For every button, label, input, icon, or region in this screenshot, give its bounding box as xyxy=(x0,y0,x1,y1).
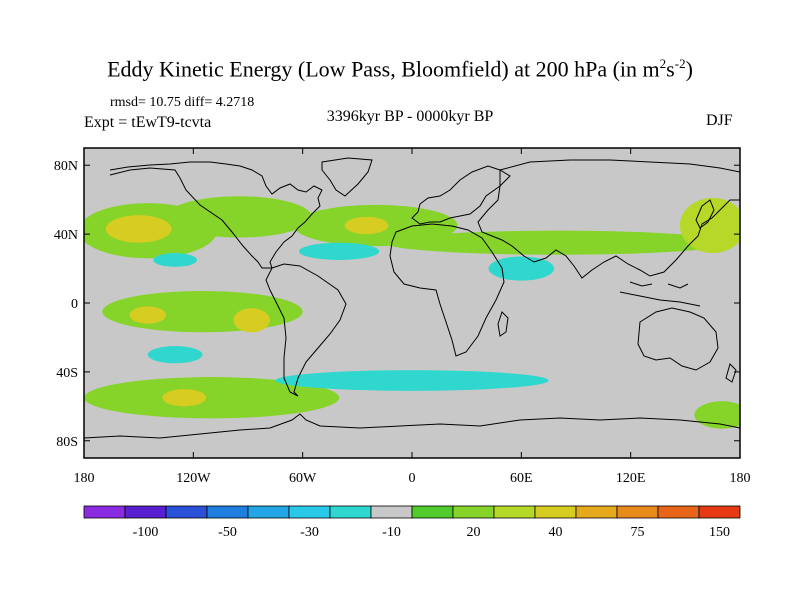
colorbar-label: 20 xyxy=(467,525,481,540)
y-axis: 80N 40N 0 40S 80S xyxy=(54,159,740,450)
colorbar-swatch xyxy=(534,505,577,519)
coast-africa xyxy=(389,223,505,357)
stats-text: rmsd= 10.75 diff= 4.2718 xyxy=(110,95,255,110)
coast-south-america xyxy=(265,263,347,397)
coastlines xyxy=(84,157,740,439)
map-title: Eddy Kinetic Energy (Low Pass, Bloomfiel… xyxy=(107,56,693,82)
anomaly-region xyxy=(694,401,740,429)
colorbar-swatch xyxy=(329,505,372,519)
colorbar-swatch xyxy=(698,505,741,519)
y-tick-label: 40N xyxy=(54,228,78,243)
y-tick-label: 80S xyxy=(56,435,78,450)
x-tick-label: 180 xyxy=(730,471,751,486)
map-plot-area xyxy=(83,147,741,459)
x-tick-label: 120W xyxy=(176,471,211,486)
x-tick-label: 120E xyxy=(616,471,646,486)
anomaly-region xyxy=(147,346,203,364)
anomaly-region xyxy=(129,306,166,324)
colorbar-swatch xyxy=(370,505,413,519)
experiment-label: Expt = tEwT9-tcvta xyxy=(84,114,212,131)
coast-asia xyxy=(477,159,740,279)
anomaly-region xyxy=(299,242,380,260)
anomaly-region xyxy=(166,196,312,238)
anomaly-region xyxy=(153,253,197,267)
coast-antarctica xyxy=(84,413,740,439)
anomaly-region xyxy=(233,308,270,333)
anomaly-layer xyxy=(84,196,740,429)
anomaly-region xyxy=(162,389,207,407)
colorbar-swatch xyxy=(206,505,249,519)
anomaly-region xyxy=(344,216,389,235)
colorbar-swatch xyxy=(616,505,659,519)
x-tick-label: 180 xyxy=(74,471,95,486)
colorbar-swatch xyxy=(83,505,126,519)
anomaly-region xyxy=(488,256,555,281)
coast-greenland xyxy=(321,157,373,197)
y-tick-label: 40S xyxy=(56,366,78,381)
colorbar: -100 -50 -30 -10 20 40 75 150 xyxy=(83,505,741,540)
y-tick-label: 0 xyxy=(71,297,78,312)
colorbar-swatch xyxy=(247,505,290,519)
coast-europe xyxy=(411,165,511,225)
colorbar-swatch xyxy=(575,505,618,519)
colorbar-swatch xyxy=(288,505,331,519)
colorbar-label: -50 xyxy=(218,525,237,540)
colorbar-label: -100 xyxy=(133,525,159,540)
colorbar-label: 150 xyxy=(709,525,730,540)
colorbar-swatch xyxy=(493,505,536,519)
anomaly-region xyxy=(275,370,549,391)
x-axis: 180 120W 60W 0 60E 120E 180 xyxy=(74,148,751,486)
colorbar-swatch xyxy=(411,505,454,519)
colorbar-label: -30 xyxy=(300,525,319,540)
colorbar-label: -10 xyxy=(382,525,401,540)
anomaly-region xyxy=(384,230,731,255)
coast-australia xyxy=(637,307,719,371)
colorbar-label: 40 xyxy=(549,525,563,540)
coast-madagascar xyxy=(497,311,509,337)
x-tick-label: 0 xyxy=(409,471,416,486)
coast-japan xyxy=(695,199,715,229)
anomaly-region xyxy=(84,377,340,419)
x-tick-label: 60E xyxy=(510,471,533,486)
coast-north-america xyxy=(109,161,323,269)
colorbar-label: 75 xyxy=(631,525,645,540)
colorbar-swatch xyxy=(452,505,495,519)
period-label: 3396kyr BP - 0000kyr BP xyxy=(326,108,494,125)
coast-new-zealand xyxy=(725,363,737,383)
season-label: DJF xyxy=(706,112,733,129)
colorbar-swatch xyxy=(657,505,700,519)
anomaly-region xyxy=(105,215,172,243)
y-tick-label: 80N xyxy=(54,159,78,174)
colorbar-swatch xyxy=(165,505,208,519)
coast-indonesia xyxy=(619,281,701,307)
x-tick-label: 60W xyxy=(289,471,317,486)
colorbar-swatch xyxy=(124,505,167,519)
